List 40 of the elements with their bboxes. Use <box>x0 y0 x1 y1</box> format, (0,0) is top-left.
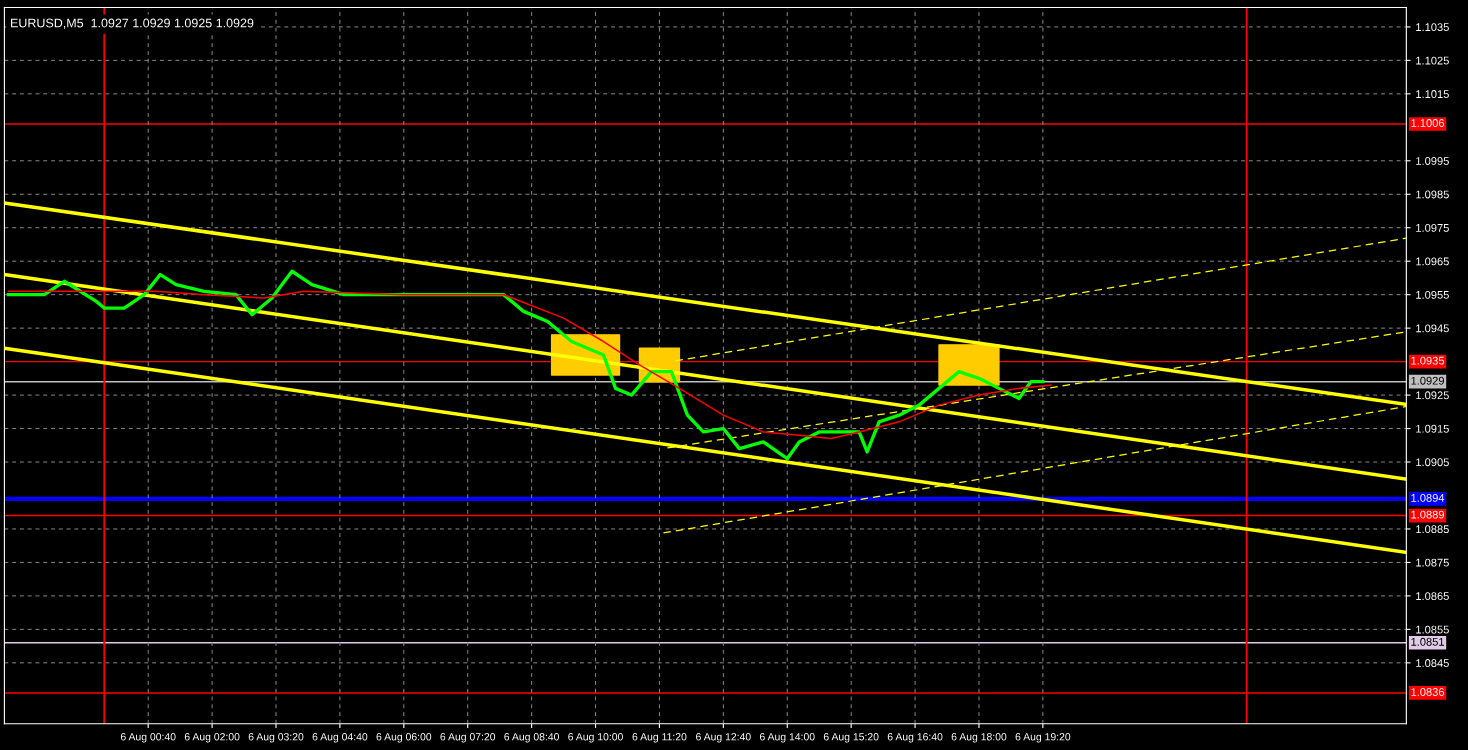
y-tick-label: 1.0885 <box>1416 525 1449 534</box>
x-tick-label: 6 Aug 04:40 <box>312 733 368 743</box>
x-tick-label: 6 Aug 10:00 <box>568 733 623 743</box>
ref-line-label: 1.0935 <box>1411 356 1445 365</box>
x-tick-label: 6 Aug 08:40 <box>504 733 560 743</box>
y-tick-label: 1.0965 <box>1416 257 1449 266</box>
x-tick-label: 6 Aug 14:00 <box>759 733 815 743</box>
y-tick-label: 1.1015 <box>1416 90 1449 98</box>
x-tick-label: 6 Aug 03:20 <box>248 733 304 743</box>
x-tick-label: 6 Aug 02:00 <box>184 733 240 743</box>
x-tick-label: 6 Aug 00:40 <box>120 733 176 743</box>
y-tick-label: 1.0995 <box>1416 157 1449 165</box>
x-tick-label: 6 Aug 19:20 <box>1015 733 1071 743</box>
x-tick-label: 6 Aug 06:00 <box>376 733 432 743</box>
x-tick-label: 6 Aug 07:20 <box>440 733 496 743</box>
y-tick-label: 1.0955 <box>1416 290 1449 299</box>
y-tick-label: 1.0875 <box>1416 558 1449 567</box>
y-tick-label: 1.0915 <box>1416 424 1449 433</box>
ref-line-label: 1.1006 <box>1411 119 1445 127</box>
y-tick-label: 1.0975 <box>1416 224 1449 232</box>
x-tick-label: 6 Aug 15:20 <box>823 733 879 743</box>
text: EURUSD,M5 1.0927 1.0929 1.0925 1.0929 <box>11 18 254 29</box>
x-tick-label: 6 Aug 12:40 <box>696 733 751 743</box>
y-tick-label: 1.0905 <box>1416 458 1449 467</box>
y-tick-label: 1.0985 <box>1416 190 1449 199</box>
y-tick-label: 1.1025 <box>1416 56 1449 65</box>
y-tick-label: 1.0945 <box>1416 324 1449 333</box>
ref-line-label: 1.0894 <box>1411 493 1445 502</box>
ref-line-label: 1.0929 <box>1411 376 1445 385</box>
ref-line-label: 1.0889 <box>1411 510 1445 519</box>
ref-line-label: 1.0851 <box>1411 637 1444 646</box>
x-tick-label: 6 Aug 18:00 <box>951 733 1007 743</box>
y-tick-label: 1.0845 <box>1416 659 1449 667</box>
y-tick-label: 1.0855 <box>1416 625 1449 634</box>
ref-line-label: 1.0836 <box>1411 688 1445 696</box>
x-tick-label: 6 Aug 11:20 <box>632 733 687 743</box>
y-tick-label: 1.0925 <box>1416 391 1449 400</box>
x-tick-label: 6 Aug 16:40 <box>887 733 943 743</box>
y-tick-label: 1.0865 <box>1416 592 1449 601</box>
y-tick-label: 1.1035 <box>1416 23 1449 32</box>
